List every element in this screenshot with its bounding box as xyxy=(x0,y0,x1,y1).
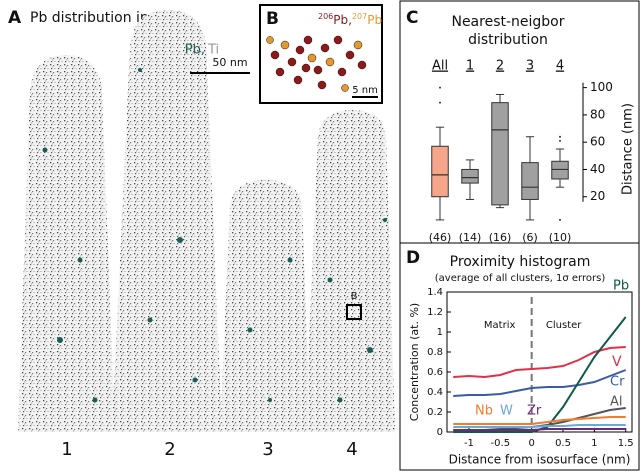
box xyxy=(431,145,449,198)
annotation: Matrix xyxy=(484,320,516,331)
chart-title: Nearest-neigbor xyxy=(451,14,564,30)
panel-label: D xyxy=(406,248,420,268)
x-tick-label: 1.5 xyxy=(618,438,634,449)
y-tick-label: 0 xyxy=(437,427,443,438)
tip xyxy=(18,55,115,432)
x-tick-label: 0.5 xyxy=(555,438,571,449)
legend-pb: Pb, xyxy=(185,43,205,58)
y-tick-label: 80 xyxy=(590,107,605,121)
y-tick-label: 0.8 xyxy=(427,347,443,358)
y-tick-label: 60 xyxy=(590,135,605,149)
chart-subtitle: (average of all clusters, 1σ errors) xyxy=(435,273,606,284)
annotation: Cluster xyxy=(546,320,582,331)
isotope-mass: 206 xyxy=(318,12,333,21)
tip xyxy=(220,180,310,432)
y-tick-label: 20 xyxy=(590,189,605,203)
panel-label: A xyxy=(8,8,22,28)
y-tick-label: 0.4 xyxy=(427,387,443,398)
outlier xyxy=(439,86,441,89)
series-label: Nb xyxy=(475,404,493,419)
x-tick-label: 1 xyxy=(591,438,597,449)
outlier xyxy=(559,218,561,221)
isotope-label: 206Pb,207Pb xyxy=(318,12,382,27)
scale-label: 50 nm xyxy=(212,56,247,69)
panel-label: C xyxy=(406,8,418,28)
x-axis-label: Distance from isosurface (nm) xyxy=(449,453,631,467)
scale-label: 5 nm xyxy=(352,85,378,96)
y-tick-label: 100 xyxy=(590,80,613,94)
series-line xyxy=(453,428,626,431)
y-tick-label: 1.4 xyxy=(427,287,443,298)
box xyxy=(551,160,569,180)
series-line xyxy=(453,424,626,428)
series-line xyxy=(453,346,626,379)
count-label: (6) xyxy=(522,231,538,244)
panel-b: B 206Pb,207Pb 5 nm xyxy=(259,4,383,104)
isotope-element: Pb, xyxy=(333,13,352,27)
tip xyxy=(112,10,222,432)
y-tick-label: 1.2 xyxy=(427,307,443,318)
y-tick-label: 40 xyxy=(590,162,605,176)
outlier xyxy=(559,139,561,142)
tip xyxy=(305,110,395,432)
tip-label: 1 xyxy=(61,439,72,460)
series-label: Pb xyxy=(613,279,629,294)
panel-border xyxy=(399,242,640,471)
chart-title: distribution xyxy=(468,32,548,48)
chart-title: Proximity histogram xyxy=(450,254,591,270)
panel-label: B xyxy=(266,9,279,29)
y-axis-label: Concentration (at. %) xyxy=(408,303,421,421)
plot-frame xyxy=(446,291,633,433)
tip-label: 3 xyxy=(262,439,273,460)
atoms xyxy=(266,35,367,92)
category-label: All xyxy=(432,59,448,74)
series-label: Zr xyxy=(527,404,542,419)
panel-a: A Pb distribution in rutile B Pb, Ti 50 … xyxy=(8,8,395,460)
y-tick-label: 0.6 xyxy=(427,367,443,378)
isotope-mass: 207 xyxy=(352,12,367,21)
count-label: (10) xyxy=(549,231,572,244)
y-tick-label: 1 xyxy=(437,327,443,338)
series-line xyxy=(453,416,626,425)
isotope-element: Pb xyxy=(367,13,382,27)
count-label: (46) xyxy=(429,231,452,244)
category-label: 1 xyxy=(466,59,474,74)
x-tick-label: 0 xyxy=(528,438,534,449)
x-tick-label: -1 xyxy=(464,438,474,449)
outlier xyxy=(439,101,441,104)
y-tick-label: 0.2 xyxy=(427,407,443,418)
category-label: 4 xyxy=(556,59,564,74)
box xyxy=(461,168,479,184)
series-line xyxy=(453,369,627,397)
count-label: (14) xyxy=(459,231,482,244)
series-label: Cr xyxy=(610,375,625,390)
box xyxy=(491,102,509,206)
box xyxy=(521,162,539,200)
category-label: 3 xyxy=(526,59,534,74)
series-label: W xyxy=(500,404,513,419)
series-label: Al xyxy=(610,395,623,410)
legend-ti: Ti xyxy=(207,43,219,58)
tip-label: 2 xyxy=(164,439,175,460)
zoom-box xyxy=(346,304,362,320)
series-label: V xyxy=(612,354,622,370)
outlier xyxy=(559,135,561,138)
tip-label: 4 xyxy=(346,439,357,460)
zoom-label: B xyxy=(351,291,358,302)
x-tick-label: -0.5 xyxy=(491,438,511,449)
count-label: (16) xyxy=(489,231,512,244)
cluster-dots xyxy=(42,68,387,403)
y-axis-label: Distance (nm) xyxy=(621,103,636,195)
category-label: 2 xyxy=(496,59,504,74)
